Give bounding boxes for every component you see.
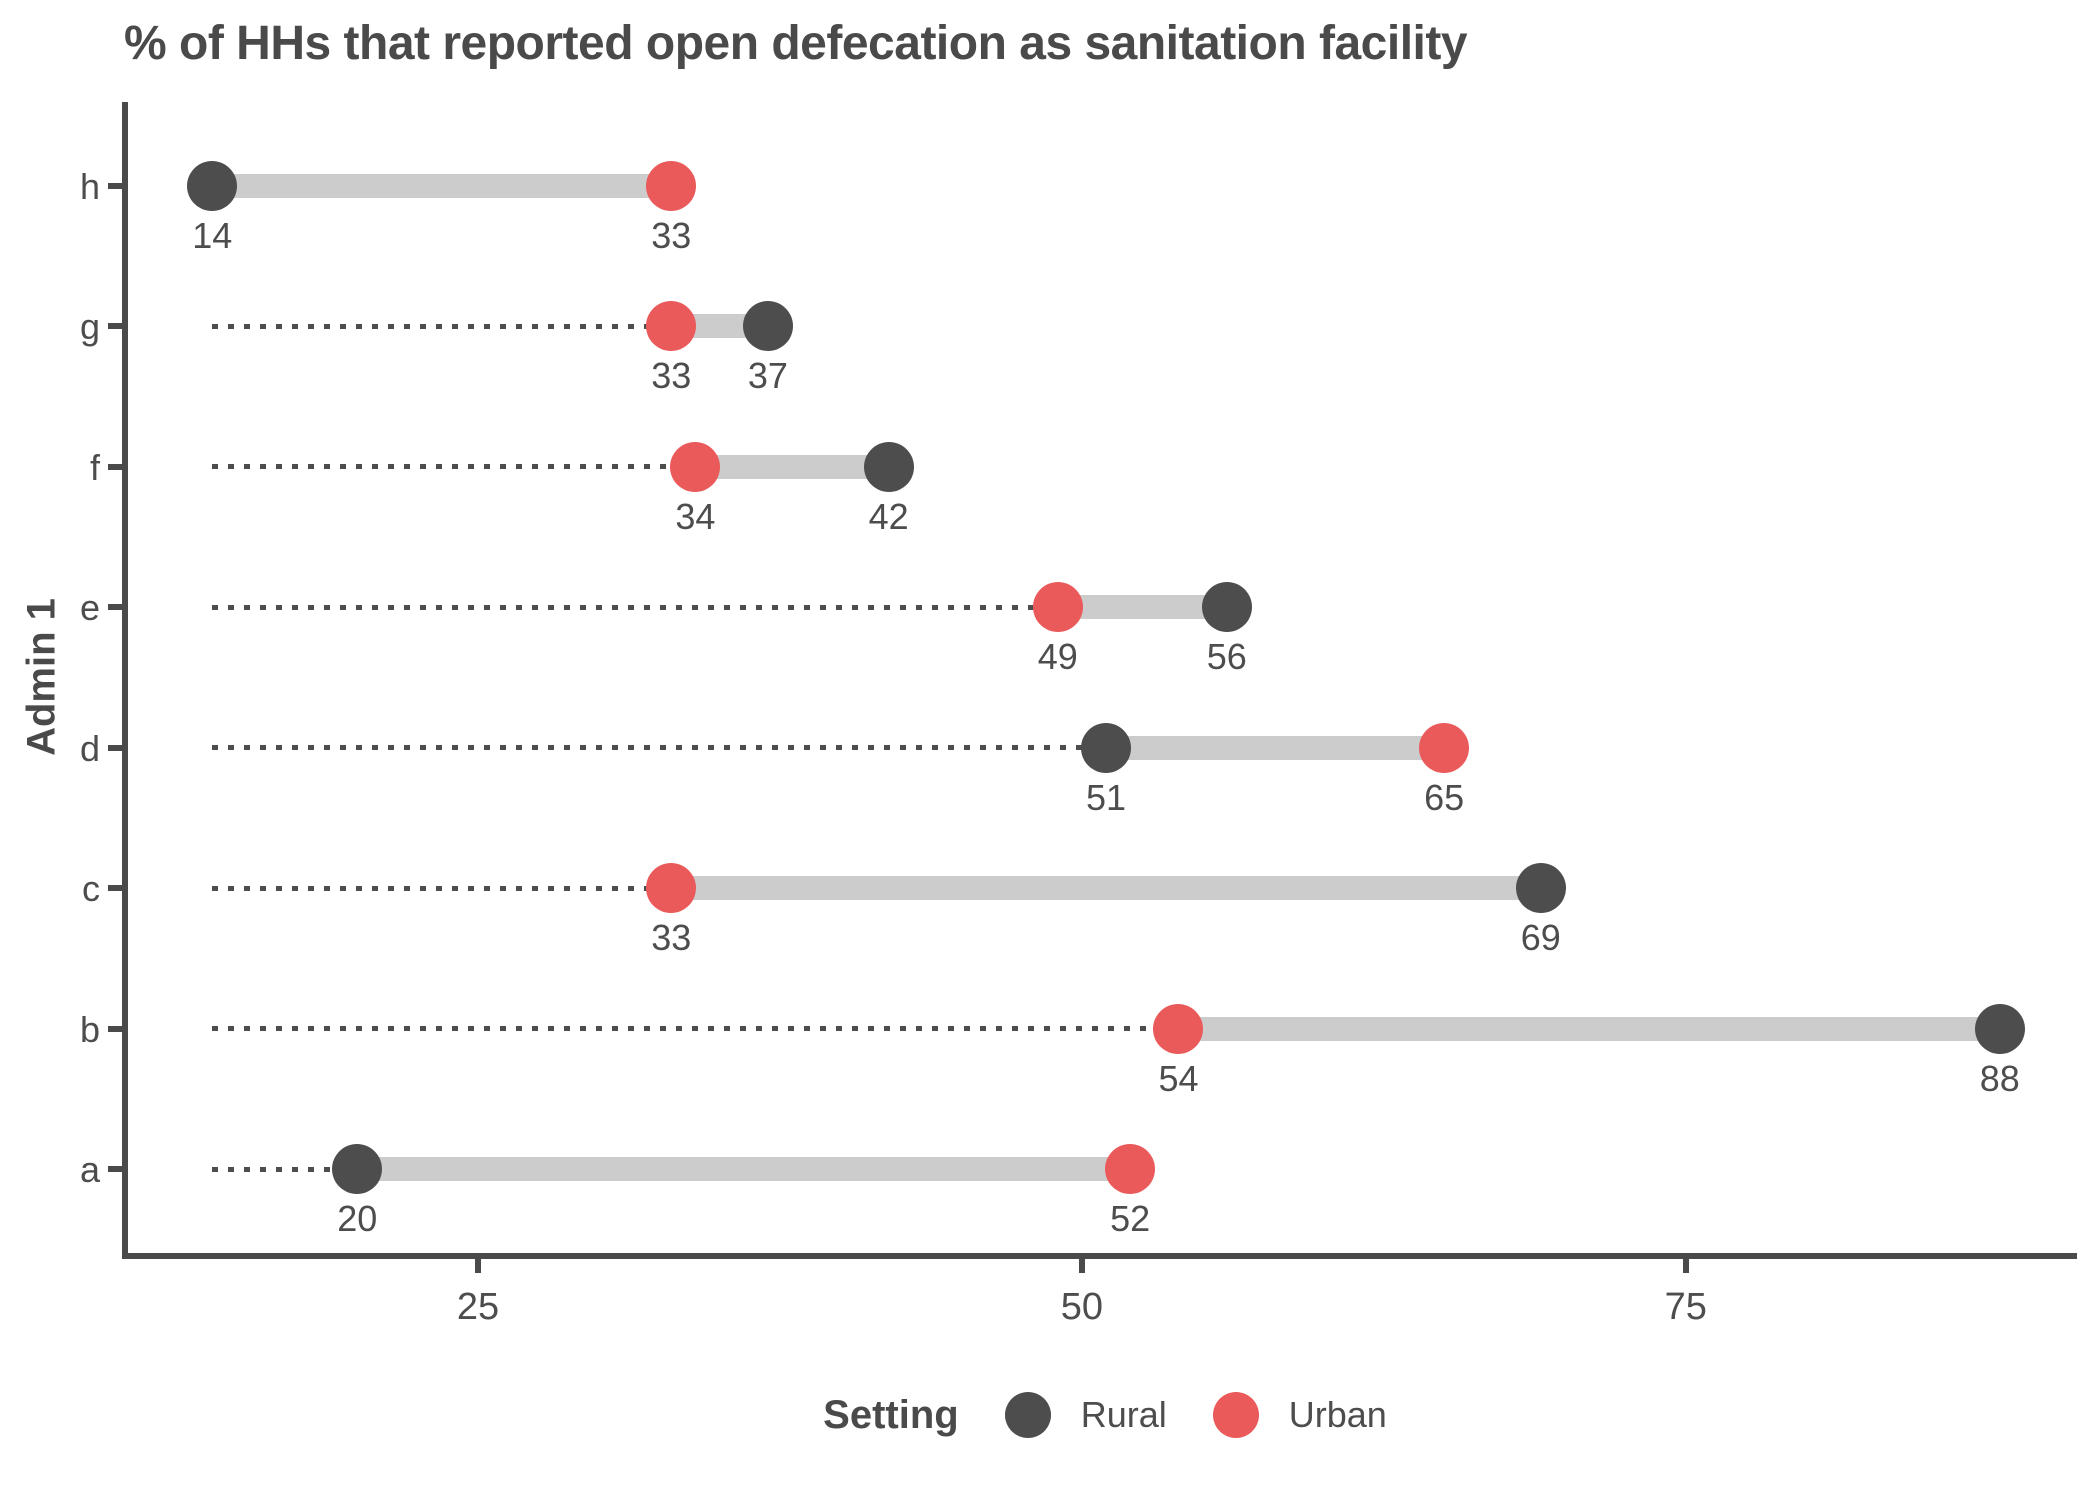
connector-bar [357,1157,1131,1181]
dotted-leader [212,1166,358,1172]
urban-swatch-icon [1212,1392,1259,1438]
x-tick-label: 75 [1664,1286,1707,1328]
urban-value-label: 65 [1424,776,1465,818]
y-tick [108,323,122,330]
urban-value-label: 52 [1110,1198,1151,1239]
rural-value-label: 56 [1206,636,1247,678]
urban-value-label: 33 [651,355,692,397]
connector-bar [671,876,1541,901]
urban-dot [670,441,721,492]
y-tick [108,463,122,470]
rural-value-label: 37 [747,355,788,397]
rural-swatch-icon [1004,1392,1051,1438]
rural-value-label: 88 [1979,1057,2020,1099]
category-label: d [79,727,100,769]
dotted-leader [212,604,1058,610]
rural-dot [1201,582,1252,633]
rural-value-label: 69 [1520,917,1561,959]
y-tick [108,604,122,611]
category-label: e [79,587,100,629]
connector-bar [1178,1016,2000,1041]
rural-dot [332,1144,383,1194]
category-label: a [79,1149,100,1190]
urban-value-label: 33 [651,215,692,256]
rural-dot [1974,1003,2025,1054]
x-tick [475,1259,481,1273]
x-tick [1682,1259,1689,1273]
category-label: b [79,1008,100,1050]
y-tick [108,1025,122,1032]
legend-item-rural: Rural [1004,1392,1167,1438]
chart-title: % of HHs that reported open defecation a… [124,17,1468,70]
rural-dot [742,301,793,352]
connector-bar [212,174,672,198]
legend-label-rural: Rural [1080,1394,1167,1435]
urban-dot [646,863,697,914]
legend-label-urban: Urban [1288,1394,1387,1435]
urban-value-label: 49 [1037,636,1078,678]
rural-value-label: 14 [192,215,233,256]
urban-value-label: 34 [675,495,716,537]
rural-dot [187,161,238,211]
x-tick [1078,1259,1085,1273]
connector-bar [1106,735,1445,760]
dotted-leader [212,464,696,470]
rural-value-label: 42 [868,495,909,537]
dotted-leader [212,1026,1179,1032]
urban-dot [646,301,697,352]
x-tick-label: 50 [1060,1286,1104,1328]
legend-item-urban: Urban [1212,1392,1387,1438]
connector-bar [1057,595,1227,620]
y-tick [108,885,122,892]
rural-value-label: 20 [337,1198,378,1239]
y-tick [108,744,122,751]
y-tick [108,1166,122,1172]
connector-bar [695,454,889,479]
y-axis-line [122,102,128,1259]
legend: Setting Rural Urban [0,1392,2100,1438]
rural-dot [863,441,914,492]
urban-dot [1419,722,1470,773]
category-label: g [79,306,100,348]
rural-dot [1081,722,1132,773]
dotted-leader [212,885,672,891]
urban-value-label: 54 [1158,1057,1199,1099]
urban-dot [646,161,697,211]
x-axis-line [122,1253,2077,1259]
urban-dot [1105,1144,1156,1194]
y-tick [108,183,122,189]
category-label: c [82,868,100,910]
x-tick-label: 25 [456,1286,500,1328]
urban-dot [1032,582,1083,633]
rural-dot [1515,863,1566,914]
rural-value-label: 51 [1085,776,1127,818]
dotted-leader [212,323,672,329]
urban-value-label: 33 [651,917,692,959]
urban-dot [1153,1003,1204,1054]
legend-title: Setting [823,1392,959,1437]
category-label: h [79,166,100,207]
dotted-leader [212,745,1107,751]
category-label: f [89,446,100,488]
